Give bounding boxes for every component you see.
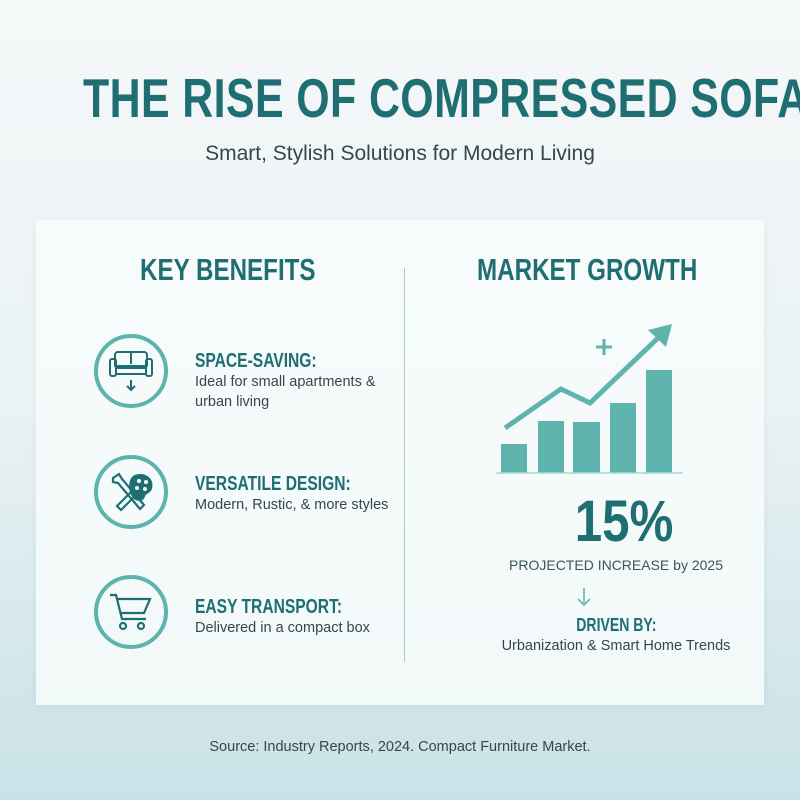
- benefit-title: EASY TRANSPORT:: [195, 596, 343, 618]
- shopping-cart-icon: [94, 575, 168, 649]
- benefit-description: Delivered in a compact box: [195, 620, 370, 636]
- down-arrow-icon: [577, 588, 591, 607]
- driven-by-text: Urbanization & Smart Home Trends: [501, 638, 731, 654]
- benefit-space-saving: SPACE-SAVING: Ideal for small apartments…: [195, 350, 395, 412]
- divider: [404, 268, 405, 662]
- page-title: THE RISE OF COMPRESSED SOFAS: [83, 67, 800, 129]
- projection-label: PROJECTED INCREASE by 2025: [509, 557, 723, 573]
- driven-by-label: DRIVEN BY:: [575, 615, 657, 635]
- market-growth-heading: MARKET GROWTH: [477, 252, 698, 287]
- benefit-easy-transport: EASY TRANSPORT: Delivered in a compact b…: [195, 596, 395, 638]
- growth-percentage: 15%: [574, 489, 674, 554]
- benefit-description: Ideal for small apartments & urban livin…: [195, 374, 376, 410]
- sofa-down-arrow-icon: [94, 334, 168, 408]
- rising-bar-chart-icon: [496, 324, 683, 474]
- benefit-description: Modern, Rustic, & more styles: [195, 497, 389, 513]
- benefit-title: SPACE-SAVING:: [195, 350, 317, 372]
- benefit-title: VERSATILE DESIGN:: [195, 473, 351, 495]
- benefit-versatile-design: VERSATILE DESIGN: Modern, Rustic, & more…: [195, 473, 395, 515]
- source-note: Source: Industry Reports, 2024. Compact …: [209, 739, 591, 755]
- page-subtitle: Smart, Stylish Solutions for Modern Livi…: [205, 142, 595, 165]
- wrench-palette-icon: [94, 455, 168, 529]
- key-benefits-heading: KEY BENEFITS: [140, 252, 316, 287]
- content-card: KEY BENEFITS MARKET GROWTH SPACE-SAVING:…: [36, 220, 764, 705]
